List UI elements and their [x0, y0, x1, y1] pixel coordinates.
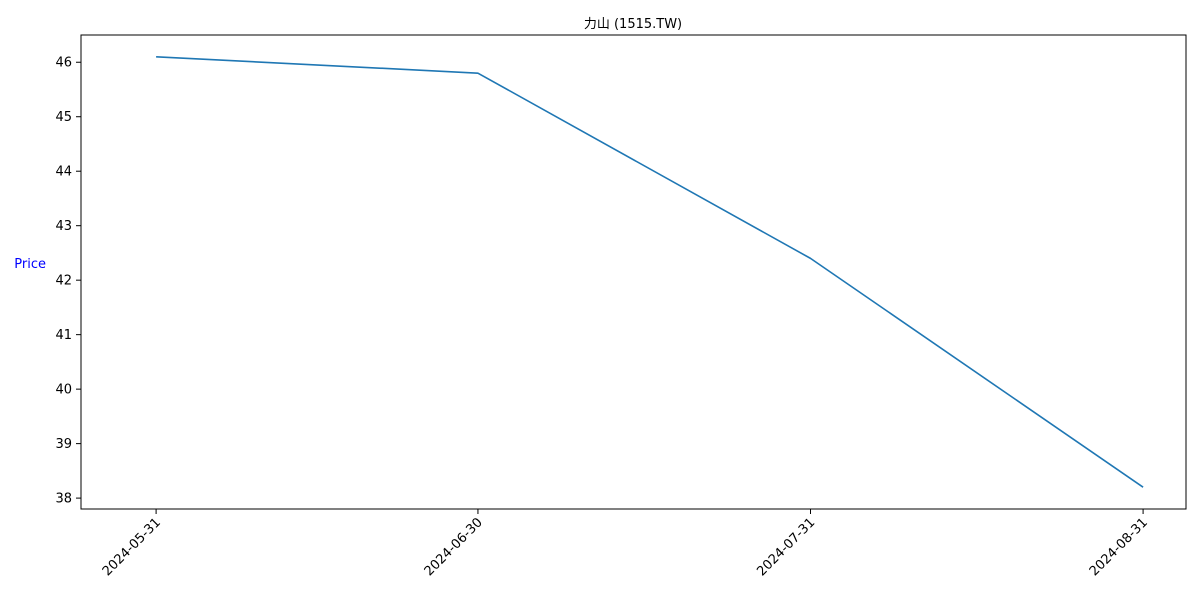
chart-title: 力山 (1515.TW)	[584, 17, 682, 32]
y-tick-label: 41	[55, 328, 72, 343]
x-axis-ticks: 2024-05-31 2024-06-30 2024-07-31 2024-08-31	[100, 509, 1151, 579]
y-tick-label: 43	[55, 219, 72, 234]
x-tick-label: 2024-08-31	[1087, 515, 1151, 579]
y-tick-label: 40	[55, 383, 72, 398]
x-tick-label: 2024-07-31	[754, 515, 818, 579]
y-tick-label: 39	[55, 437, 72, 452]
x-tick-label: 2024-05-31	[100, 515, 164, 579]
y-tick-label: 45	[55, 110, 72, 125]
plot-area-frame	[81, 35, 1186, 509]
y-tick-label: 38	[55, 492, 72, 507]
series-group	[156, 57, 1143, 487]
y-tick-label: 42	[55, 274, 72, 289]
y-axis-label: Price	[14, 257, 46, 272]
series-line	[156, 57, 1143, 487]
y-tick-label: 46	[55, 56, 72, 71]
y-tick-label: 44	[55, 165, 72, 180]
x-tick-label: 2024-06-30	[422, 515, 486, 579]
y-axis-ticks: 38 39 40 41 42 43 44 45 46	[55, 56, 81, 507]
